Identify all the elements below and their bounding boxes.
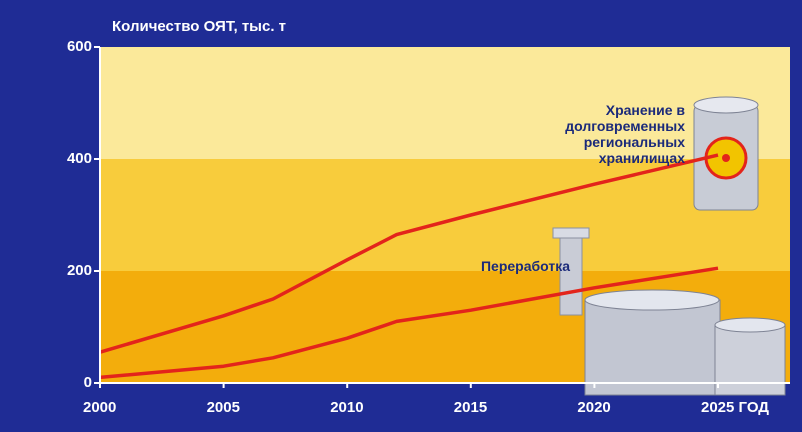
x-tick-label: 2005 xyxy=(207,399,240,416)
x-tick-label: 2015 xyxy=(454,399,487,416)
y-tick-label: 400 xyxy=(67,150,92,167)
y-tick-label: 0 xyxy=(84,374,92,391)
series-line xyxy=(99,153,719,354)
grid-band xyxy=(100,47,790,159)
chart-title: Количество ОЯТ, тыс. т xyxy=(112,18,286,35)
x-tick-label: 2025 ГОД xyxy=(701,399,769,416)
series-label: Переработка xyxy=(480,258,570,274)
y-tick-label: 600 xyxy=(67,38,92,55)
y-tick-label: 200 xyxy=(67,262,92,279)
grid-band xyxy=(100,159,790,271)
x-tick-label: 2010 xyxy=(330,399,363,416)
x-tick-label: 2020 xyxy=(577,399,610,416)
x-tick-label: 2000 xyxy=(83,399,116,416)
illustration xyxy=(552,96,786,396)
series-label: Хранение в долговременных региональных х… xyxy=(565,102,685,166)
series-line xyxy=(99,266,719,380)
